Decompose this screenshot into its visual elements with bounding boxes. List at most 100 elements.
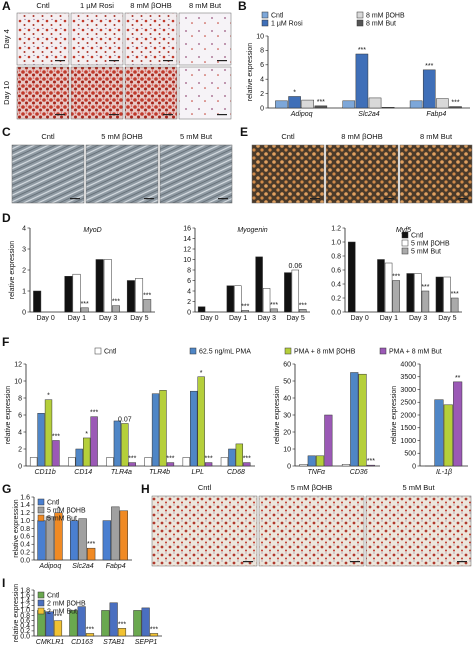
y-tick-label: 12 — [183, 246, 191, 253]
bar — [241, 310, 249, 313]
legend-label: 5 mM βOHB — [411, 241, 450, 248]
micrograph — [124, 66, 178, 120]
image-column-label: Cntl — [281, 132, 295, 141]
y-tick-label: 4 — [260, 77, 264, 84]
legend-label: 8 mM βOHB — [366, 13, 405, 20]
scale-bar — [384, 198, 394, 200]
y-tick-label: 1.4 — [20, 598, 30, 605]
significance-label: *** — [128, 456, 136, 463]
bar — [368, 97, 382, 109]
scale-bar — [55, 60, 65, 62]
micrograph — [151, 495, 258, 567]
bar — [220, 457, 229, 467]
x-tick-label: LPL — [192, 469, 205, 476]
x-tick-label: CMKLR1 — [36, 639, 65, 646]
bar — [435, 276, 444, 313]
bar — [133, 610, 142, 637]
y-tick-label: 0.6 — [20, 534, 30, 541]
x-tick-label: Day 3 — [99, 315, 117, 322]
x-tick-label: Day 1 — [229, 315, 247, 322]
y-tick-label: 0 — [18, 463, 22, 470]
legend-label: PMA + 8 mM βOHB — [294, 349, 356, 356]
bar — [128, 462, 136, 467]
scale-bar — [55, 114, 65, 116]
y-tick-label: 8 — [260, 48, 264, 55]
legend-label: Cntl — [411, 233, 424, 240]
significance-label: *** — [421, 284, 429, 291]
x-tick-label: CD11b — [34, 469, 55, 476]
image-column-label: 8 mM But — [189, 1, 222, 10]
y-tick-label: 0.8 — [20, 526, 30, 533]
panel-letter: H — [141, 482, 150, 496]
bar — [314, 105, 328, 109]
bar — [434, 399, 444, 467]
y-tick-label: 2000 — [400, 412, 416, 419]
y-tick-label: 0.4 — [20, 623, 30, 630]
legend-label: 2 mM But — [47, 609, 77, 616]
bar — [77, 606, 86, 637]
bar — [37, 610, 46, 637]
scale-bar — [217, 60, 227, 62]
y-tick-label: 500 — [404, 451, 416, 458]
y-tick-label: 14 — [183, 236, 191, 243]
scale-bar — [243, 561, 253, 563]
bar — [111, 506, 120, 561]
chart-title: MyoD — [83, 227, 101, 234]
x-tick-label: Day 0 — [200, 315, 218, 322]
legend-swatch — [261, 11, 269, 19]
y-tick-label: 8 — [187, 267, 191, 274]
image-row-label: Day 10 — [2, 81, 11, 105]
x-tick-label: Adipoq — [38, 563, 61, 570]
bar — [85, 633, 95, 637]
bar — [151, 393, 160, 467]
legend-label: 2 mM βOHB — [47, 601, 86, 608]
significance-label: * — [47, 393, 50, 400]
bar — [342, 100, 356, 109]
legend-label: Cntl — [271, 13, 284, 20]
scale-bar — [218, 198, 228, 200]
bar — [182, 457, 190, 467]
bar — [226, 285, 235, 313]
micrograph — [325, 144, 399, 204]
y-axis-label: relative expression — [274, 386, 281, 444]
y-tick-label: 4000 — [400, 361, 416, 368]
bar — [392, 280, 400, 313]
y-tick-label: 0.2 — [20, 549, 30, 556]
y-tick-label: 1.6 — [20, 494, 30, 501]
bar — [135, 278, 144, 313]
x-tick-label: STAB1 — [103, 639, 125, 646]
y-tick-label: 10 — [256, 33, 264, 40]
bar — [453, 381, 463, 467]
y-tick-label: 2500 — [400, 400, 416, 407]
scale-bar — [457, 561, 467, 563]
significance-label: *** — [143, 292, 151, 299]
bar — [341, 464, 351, 467]
bar — [113, 420, 122, 467]
y-tick-label: 3 — [22, 246, 26, 253]
significance-label: *** — [87, 541, 95, 548]
x-tick-label: SEPP1 — [135, 639, 158, 646]
micrograph — [159, 144, 233, 204]
image-column-label: Cntl — [198, 483, 212, 492]
y-tick-label: 0.6 — [20, 618, 30, 625]
bar — [119, 510, 128, 561]
bar — [141, 607, 150, 637]
y-tick-label: 4 — [187, 288, 191, 295]
y-tick-label: 16 — [183, 225, 191, 232]
bar — [78, 518, 87, 561]
bar — [324, 414, 333, 467]
panel-letter: A — [2, 0, 11, 13]
scale-bar — [310, 198, 320, 200]
y-tick-label: 2 — [260, 91, 264, 98]
significance-label: *** — [90, 410, 98, 417]
panel-letter: C — [2, 125, 11, 139]
legend-swatch — [37, 599, 45, 607]
y-tick-label: 0.0 — [331, 309, 341, 316]
bar — [70, 520, 79, 561]
x-tick-label: Day 0 — [350, 315, 368, 322]
y-tick-label: 1.2 — [20, 603, 30, 610]
panel-letter: B — [238, 0, 247, 13]
significance-label: *** — [118, 621, 126, 628]
micrograph — [70, 66, 124, 120]
